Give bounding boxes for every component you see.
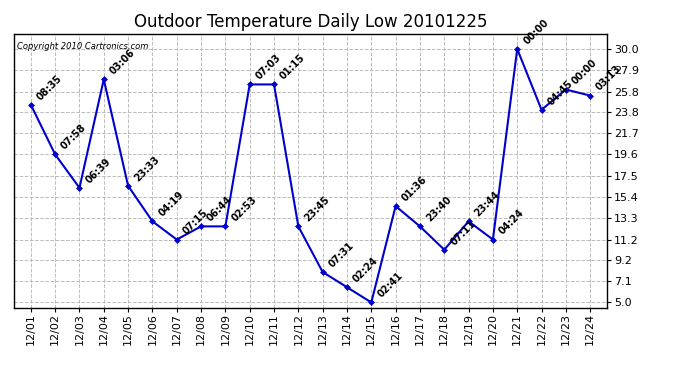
Text: 23:44: 23:44 xyxy=(473,189,502,219)
Text: 07:31: 07:31 xyxy=(327,240,356,269)
Text: 06:39: 06:39 xyxy=(83,156,112,185)
Text: 23:33: 23:33 xyxy=(132,154,161,183)
Text: 02:53: 02:53 xyxy=(230,195,259,224)
Text: 01:36: 01:36 xyxy=(400,174,428,203)
Text: 23:45: 23:45 xyxy=(302,195,331,224)
Text: 01:15: 01:15 xyxy=(278,53,307,82)
Text: 00:00: 00:00 xyxy=(570,58,599,87)
Text: 07:03: 07:03 xyxy=(254,53,283,82)
Text: 02:41: 02:41 xyxy=(375,271,404,300)
Text: 03:06: 03:06 xyxy=(108,48,137,76)
Text: 04:19: 04:19 xyxy=(157,189,186,219)
Title: Outdoor Temperature Daily Low 20101225: Outdoor Temperature Daily Low 20101225 xyxy=(134,13,487,31)
Text: 07:11: 07:11 xyxy=(448,218,477,247)
Text: 04:45: 04:45 xyxy=(546,78,575,107)
Text: 06:44: 06:44 xyxy=(205,195,234,224)
Text: 04:24: 04:24 xyxy=(497,208,526,237)
Text: 08:35: 08:35 xyxy=(35,73,64,102)
Text: 07:58: 07:58 xyxy=(59,123,88,152)
Text: 03:13: 03:13 xyxy=(594,64,623,93)
Text: 02:24: 02:24 xyxy=(351,255,380,285)
Text: Copyright 2010 Cartronics.com: Copyright 2010 Cartronics.com xyxy=(17,42,148,51)
Text: 23:40: 23:40 xyxy=(424,195,453,224)
Text: 07:15: 07:15 xyxy=(181,208,210,237)
Text: 00:00: 00:00 xyxy=(522,17,551,46)
